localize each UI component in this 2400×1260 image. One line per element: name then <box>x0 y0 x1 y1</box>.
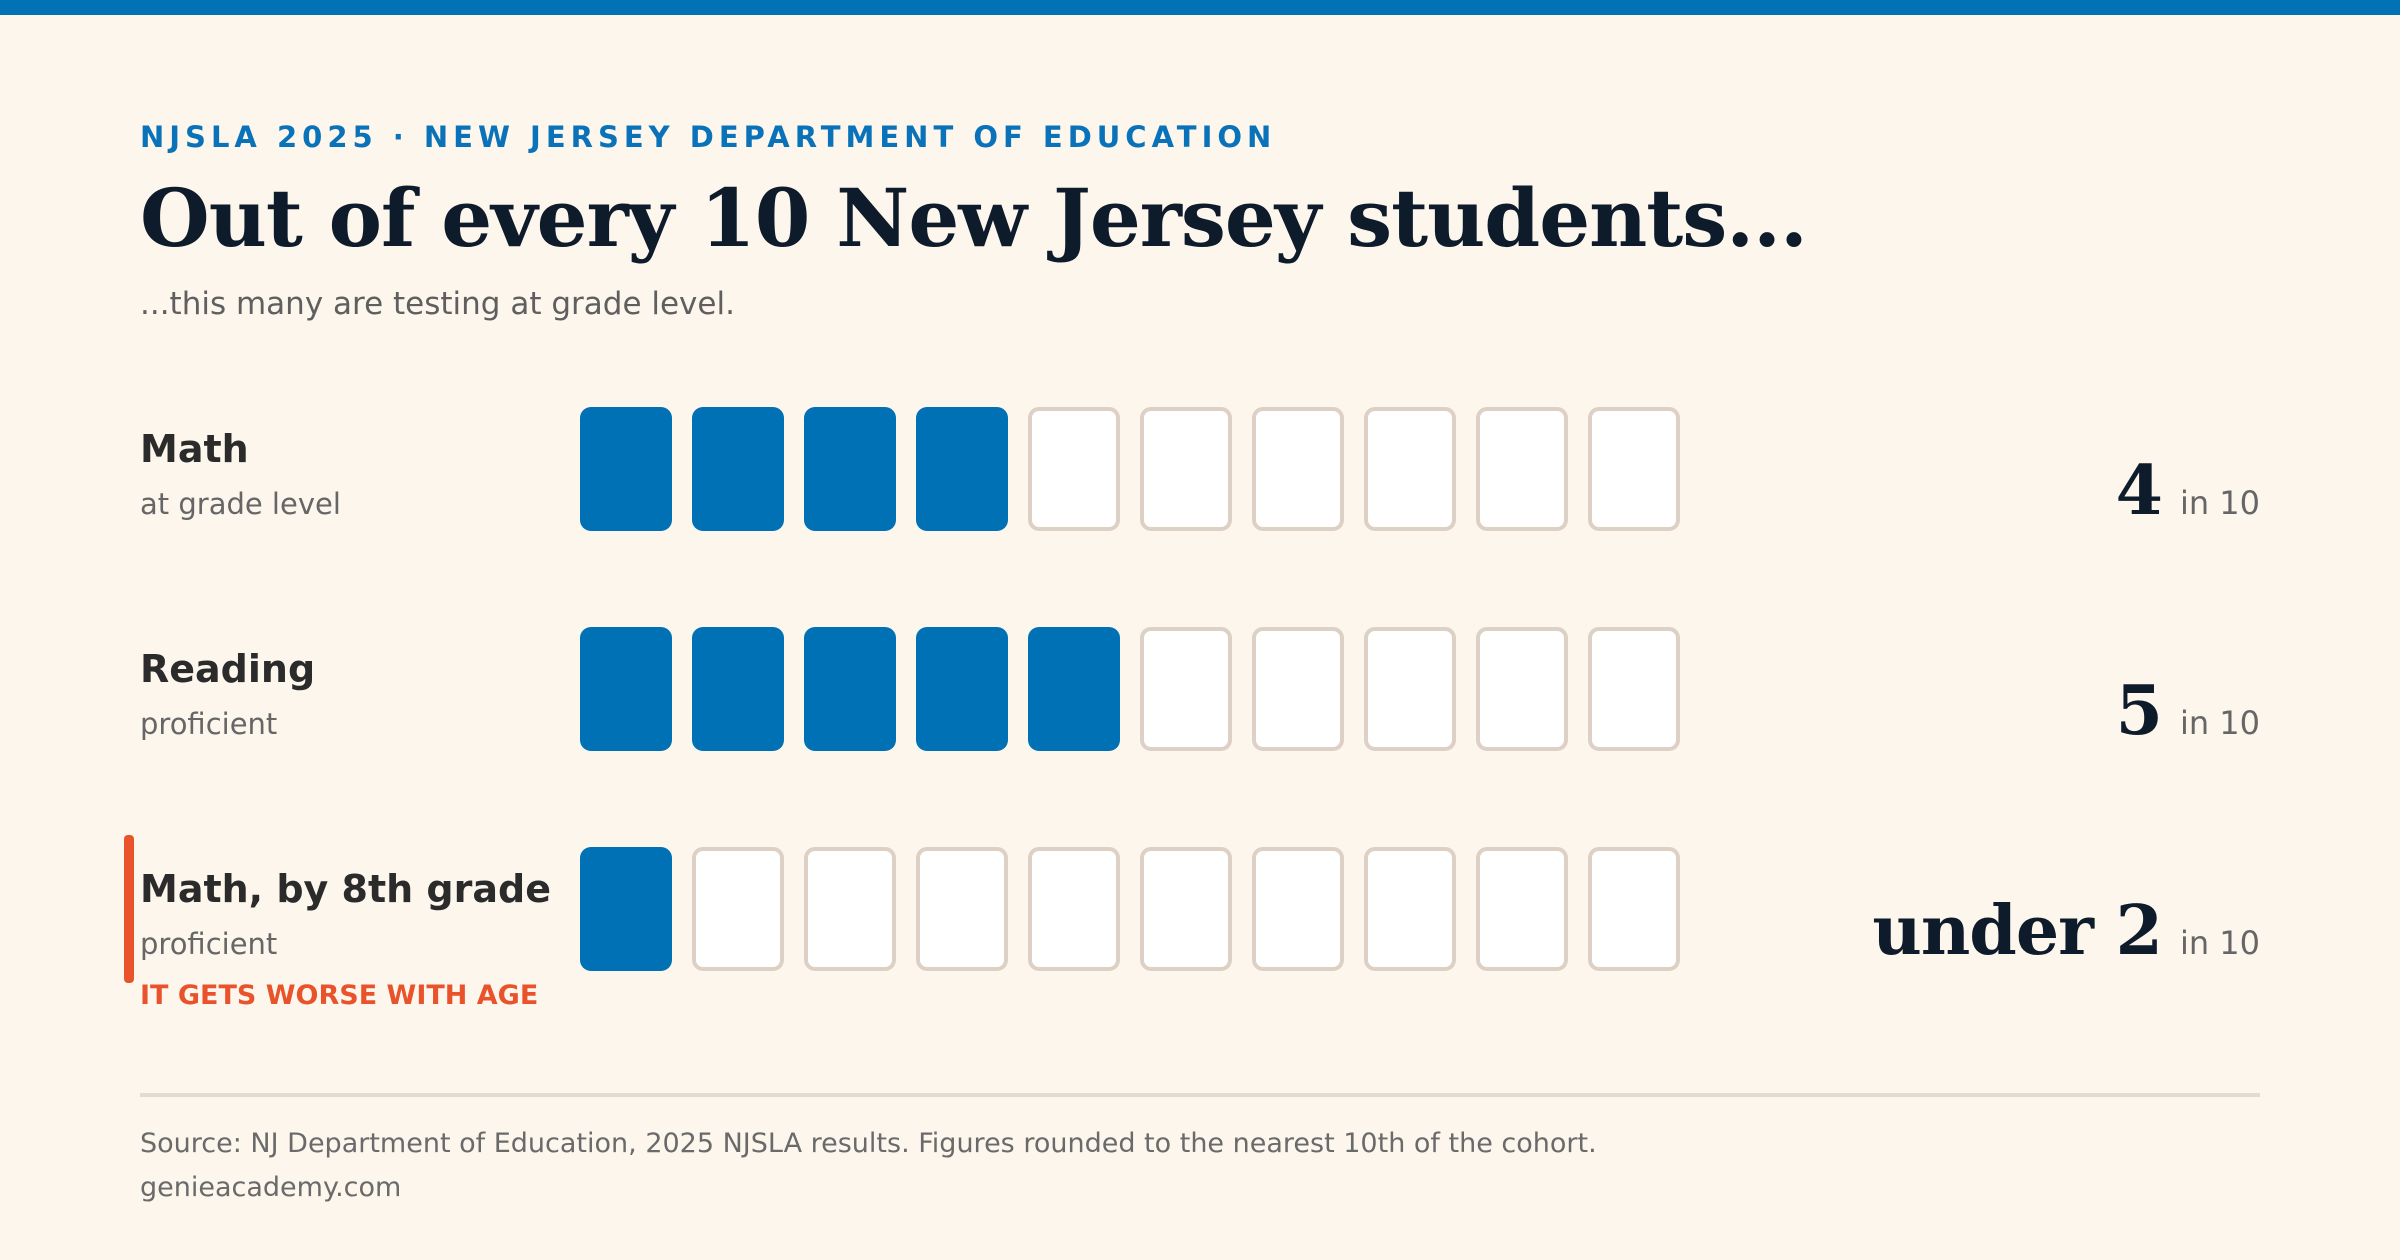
stat-value: 4 <box>2115 451 2163 531</box>
row-label: Reading <box>140 647 316 691</box>
row-math-8th-grade: Math, by 8th grade proficient IT GETS WO… <box>0 835 2400 1011</box>
stat-unit: in 10 <box>2179 484 2260 522</box>
chart-title: Out of every 10 New Jersey students... <box>140 171 1808 265</box>
unit-block-filled <box>804 407 896 531</box>
row-stat: 4 in 10 <box>2116 451 2260 531</box>
unit-blocks <box>0 407 2400 537</box>
unit-block-empty <box>1028 407 1120 531</box>
row-note: IT GETS WORSE WITH AGE <box>140 980 539 1011</box>
footer-divider <box>140 1093 2260 1097</box>
row-label: Math, by 8th grade <box>140 867 551 911</box>
unit-block-empty <box>1364 847 1456 971</box>
highlight-accent-bar <box>124 835 134 983</box>
unit-block-empty <box>916 847 1008 971</box>
unit-block-empty <box>1140 847 1232 971</box>
unit-block-empty <box>1476 627 1568 751</box>
unit-block-empty <box>692 847 784 971</box>
chart-subtitle: ...this many are testing at grade level. <box>140 286 735 322</box>
unit-block-empty <box>1588 407 1680 531</box>
row-sublabel: proficient <box>140 707 278 741</box>
source-note: Source: NJ Department of Education, 2025… <box>140 1128 1597 1159</box>
unit-block-filled <box>580 847 672 971</box>
row-label: Math <box>140 427 249 471</box>
stat-unit: in 10 <box>2179 704 2260 742</box>
row-sublabel: at grade level <box>140 487 341 521</box>
eyebrow-label: NJSLA 2025 · NEW JERSEY DEPARTMENT OF ED… <box>140 120 1277 154</box>
unit-block-empty <box>1364 407 1456 531</box>
unit-block-empty <box>804 847 896 971</box>
unit-block-empty <box>1252 627 1344 751</box>
unit-block-empty <box>1588 627 1680 751</box>
unit-block-filled <box>692 407 784 531</box>
unit-blocks <box>0 627 2400 757</box>
unit-block-filled <box>916 627 1008 751</box>
stat-value: 5 <box>2115 671 2163 751</box>
unit-block-empty <box>1252 847 1344 971</box>
unit-block-empty <box>1140 627 1232 751</box>
site-url: genieacademy.com <box>140 1172 402 1203</box>
unit-block-filled <box>692 627 784 751</box>
stat-unit: in 10 <box>2179 924 2260 962</box>
unit-block-empty <box>1140 407 1232 531</box>
unit-block-empty <box>1364 627 1456 751</box>
unit-block-empty <box>1588 847 1680 971</box>
row-sublabel: proficient <box>140 927 278 961</box>
unit-block-empty <box>1028 847 1120 971</box>
row-stat: 5 in 10 <box>2116 671 2260 751</box>
unit-block-filled <box>580 627 672 751</box>
stat-value: under 2 <box>1872 891 2163 971</box>
unit-blocks <box>0 847 2400 977</box>
unit-block-filled <box>916 407 1008 531</box>
unit-block-filled <box>580 407 672 531</box>
row-stat: under 2 in 10 <box>1872 891 2260 971</box>
unit-block-empty <box>1252 407 1344 531</box>
top-accent-bar <box>0 0 2400 15</box>
row-reading: Reading proficient 5 in 10 <box>0 627 2400 757</box>
row-math: Math at grade level 4 in 10 <box>0 407 2400 537</box>
unit-block-empty <box>1476 407 1568 531</box>
unit-block-filled <box>1028 627 1120 751</box>
unit-block-empty <box>1476 847 1568 971</box>
unit-block-filled <box>804 627 896 751</box>
